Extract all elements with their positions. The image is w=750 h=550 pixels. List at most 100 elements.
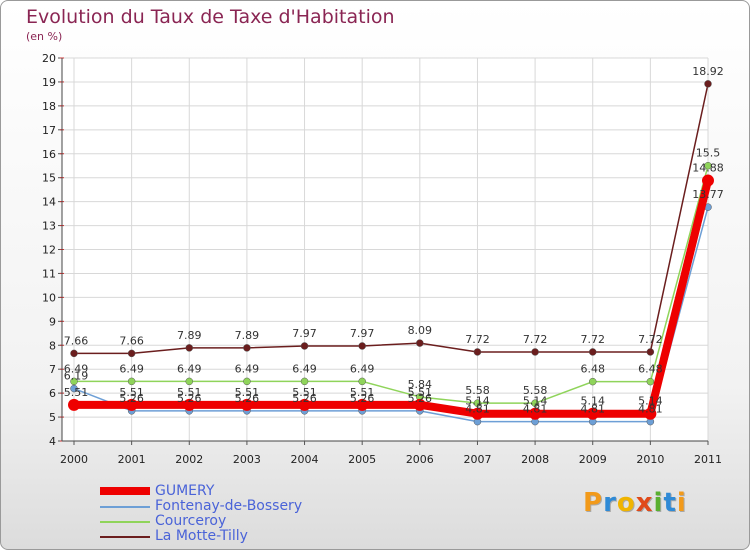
data-label: 7.89: [235, 329, 260, 342]
data-point: [702, 174, 714, 187]
x-tick-label: 2001: [118, 453, 146, 466]
x-tick-label: 2005: [348, 453, 376, 466]
data-point: [471, 407, 484, 420]
data-label: 6.48: [638, 363, 663, 376]
data-point: [531, 348, 539, 356]
data-label: 4.81: [580, 403, 605, 416]
data-point: [358, 342, 366, 350]
data-point: [125, 398, 138, 411]
data-label: 7.72: [523, 333, 548, 346]
y-tick-label: 13: [42, 220, 56, 233]
series-line-gumery: [74, 179, 712, 418]
y-tick-label: 5: [49, 411, 56, 424]
data-point: [300, 342, 309, 350]
data-label: 5.51: [177, 386, 202, 399]
series-line-la-motte-tilly: [74, 83, 709, 355]
x-tick-label: 2006: [406, 453, 434, 466]
data-point: [70, 384, 78, 393]
legend-label-la-motte-tilly: La Motte-Tilly: [155, 528, 248, 544]
logo-letter: r: [603, 488, 617, 518]
data-label: 6.49: [292, 362, 317, 375]
data-point: [588, 348, 597, 356]
data-label: 5.58: [465, 384, 490, 397]
data-label: 5.51: [64, 386, 89, 399]
axes: 4 5 6 7 8 9 10 11 12 13 14 15 16 17 18 19 20 2000 2001 2002…: [42, 52, 722, 466]
data-labels: 7.66 7.66 7.89 7.89 7.97 7.97 8.09 7.72 7.72 7.72…: [64, 65, 724, 416]
data-label: 13.77: [692, 188, 724, 201]
data-label: 5.26: [292, 392, 317, 405]
y-tick-label: 6: [49, 387, 56, 400]
series-lines: [68, 80, 714, 426]
chart-title: Evolution du Taux de Taxe d'Habitation: [26, 6, 395, 28]
data-point: [704, 161, 712, 170]
y-tick-label: 11: [42, 267, 56, 280]
y-tick-label: 4: [49, 435, 56, 448]
y-tick-label: 8: [49, 339, 56, 352]
data-point: [185, 377, 194, 386]
data-label: 7.89: [177, 329, 202, 342]
data-label: 7.97: [292, 327, 317, 340]
data-label: 7.72: [580, 333, 605, 346]
y-tick-label: 15: [42, 172, 56, 185]
data-point: [70, 349, 78, 358]
data-point: [243, 344, 251, 352]
x-tick-label: 2011: [694, 453, 722, 466]
y-tick-label: 12: [42, 244, 56, 257]
series-line-fontenay-de-bossery: [73, 206, 709, 423]
data-point: [240, 398, 253, 411]
y-tick-label: 9: [49, 315, 56, 328]
data-point: [243, 377, 251, 386]
data-point: [356, 398, 369, 411]
data-point: [588, 377, 597, 386]
data-point: [646, 377, 655, 386]
logo-letter: i: [653, 488, 664, 518]
y-tick-label: 7: [49, 363, 56, 376]
data-point: [298, 398, 311, 411]
data-label: 5.84: [408, 378, 433, 391]
y-tick-label: 17: [42, 124, 56, 137]
data-point: [644, 407, 657, 420]
chart-subtitle: (en %): [26, 30, 63, 43]
data-label: 15.5: [696, 147, 721, 160]
data-label: 18.92: [692, 65, 724, 78]
legend-label-courceroy: Courceroy: [155, 513, 227, 529]
data-point: [531, 399, 539, 407]
legend-swatch-la-motte-tilly: [100, 536, 150, 538]
y-tick-label: 20: [42, 52, 56, 65]
proxiti-logo: Proxiti: [583, 488, 687, 518]
y-tick-label: 18: [42, 100, 56, 113]
x-tick-label: 2007: [463, 453, 491, 466]
grid: [62, 57, 709, 442]
legend-label-gumery: GUMERY: [155, 483, 215, 499]
data-label: 5.26: [177, 392, 202, 405]
logo-letter: P: [583, 488, 604, 518]
data-label: 7.72: [638, 333, 663, 346]
y-tick-label: 16: [42, 148, 56, 161]
data-label: 5.51: [350, 386, 375, 399]
data-label: 5.51: [119, 386, 144, 399]
y-tick-label: 10: [42, 291, 56, 304]
x-tick-label: 2002: [175, 453, 203, 466]
data-label: 14.88: [692, 162, 724, 175]
legend-swatch-fontenay: [100, 506, 150, 508]
data-label: 5.14: [580, 395, 605, 408]
data-point: [473, 348, 482, 356]
data-label: 7.97: [350, 327, 375, 340]
data-point: [300, 377, 309, 386]
data-point: [586, 407, 599, 420]
data-point: [416, 339, 424, 347]
legend-swatch-courceroy: [100, 521, 150, 523]
data-label: 5.51: [408, 386, 433, 399]
legend-label-fontenay: Fontenay-de-Bossery: [155, 498, 303, 514]
data-label: 5.14: [638, 395, 663, 408]
logo-letter: o: [616, 488, 636, 518]
data-label: 4.81: [523, 403, 548, 416]
data-point: [185, 344, 194, 352]
data-point: [127, 349, 136, 358]
data-label: 4.81: [638, 403, 663, 416]
x-tick-label: 2008: [521, 453, 549, 466]
legend-swatch-gumery: [100, 487, 150, 495]
y-tick-label: 19: [42, 76, 56, 89]
data-point: [183, 398, 196, 411]
data-label: 5.26: [408, 392, 433, 405]
